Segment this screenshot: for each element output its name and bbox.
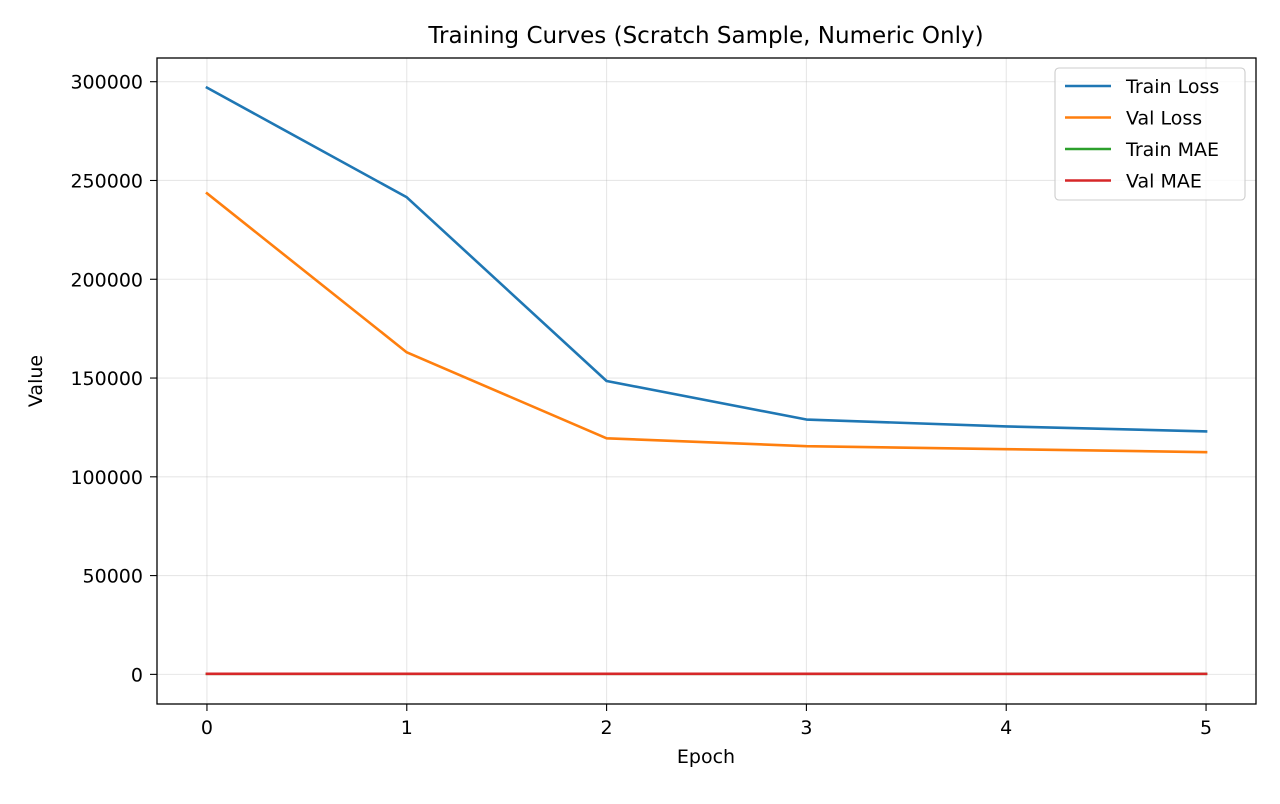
y-axis-ticks: 0 50000 100000 150000 200000 250000 300000: [70, 72, 157, 687]
legend-label-val-mae: Val MAE: [1126, 171, 1202, 193]
legend-label-train-mae: Train MAE: [1125, 139, 1219, 161]
y-tick-label: 0: [131, 664, 143, 686]
legend: Train Loss Val Loss Train MAE Val MAE: [1055, 68, 1245, 200]
x-tick-label: 5: [1200, 717, 1212, 739]
x-tick-label: 4: [1000, 717, 1012, 739]
y-tick-label: 200000: [70, 269, 143, 291]
x-tick-label: 3: [800, 717, 812, 739]
x-tick-label: 0: [201, 717, 213, 739]
y-tick-label: 150000: [70, 368, 143, 390]
x-axis-ticks: 0 1 2 3 4 5: [201, 704, 1212, 739]
x-axis-label: Epoch: [677, 746, 735, 768]
series-line-val-loss: [207, 193, 1206, 452]
x-tick-label: 2: [601, 717, 613, 739]
y-axis-label: Value: [25, 355, 47, 407]
x-tick-label: 1: [401, 717, 413, 739]
y-tick-label: 300000: [70, 72, 143, 94]
legend-label-train-loss: Train Loss: [1125, 76, 1219, 98]
y-tick-label: 100000: [70, 467, 143, 489]
y-tick-label: 250000: [70, 170, 143, 192]
chart-title: Training Curves (Scratch Sample, Numeric…: [427, 23, 983, 49]
y-tick-label: 50000: [83, 566, 143, 588]
legend-label-val-loss: Val Loss: [1126, 108, 1202, 130]
